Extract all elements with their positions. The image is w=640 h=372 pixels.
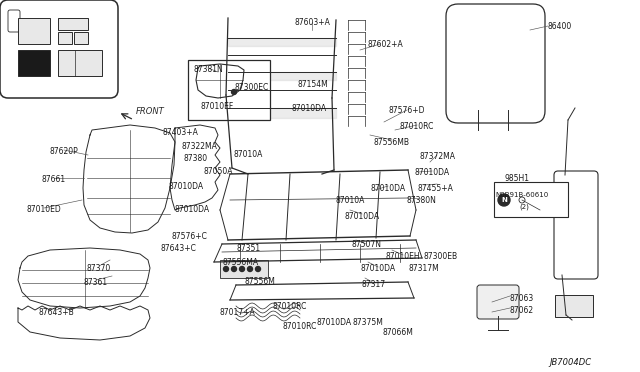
Text: 87556MB: 87556MB: [374, 138, 410, 147]
FancyBboxPatch shape: [8, 10, 20, 32]
Circle shape: [232, 266, 237, 272]
FancyBboxPatch shape: [446, 4, 545, 123]
Text: 87010DA: 87010DA: [371, 184, 406, 193]
FancyBboxPatch shape: [554, 171, 598, 279]
Text: 87010DA: 87010DA: [415, 168, 449, 177]
Circle shape: [239, 266, 244, 272]
Bar: [555, 295, 593, 317]
Text: 87351: 87351: [237, 244, 261, 253]
Circle shape: [255, 266, 260, 272]
Text: 87317: 87317: [362, 280, 386, 289]
Text: 87010ED: 87010ED: [27, 205, 61, 214]
Circle shape: [498, 194, 510, 206]
Text: 87380N: 87380N: [406, 196, 436, 205]
Text: 87010DA: 87010DA: [360, 264, 396, 273]
Text: FRONT: FRONT: [136, 108, 164, 116]
Text: 87017+A: 87017+A: [219, 308, 255, 317]
Text: 87370: 87370: [87, 264, 111, 273]
Circle shape: [223, 266, 228, 272]
Text: 87403+A: 87403+A: [162, 128, 198, 137]
FancyBboxPatch shape: [477, 285, 519, 319]
Bar: [58, 18, 88, 30]
Text: 87010DA: 87010DA: [175, 205, 209, 214]
Text: 87455+A: 87455+A: [417, 184, 453, 193]
FancyBboxPatch shape: [0, 0, 118, 98]
Text: 87154M: 87154M: [298, 80, 329, 89]
Text: 87620P: 87620P: [50, 147, 78, 156]
Text: 87010A: 87010A: [234, 150, 262, 159]
Text: 87576+C: 87576+C: [171, 232, 207, 241]
Text: 87062: 87062: [510, 306, 534, 315]
Text: 87602+A: 87602+A: [367, 40, 403, 49]
Text: 87010DA: 87010DA: [344, 212, 380, 221]
Text: (2): (2): [519, 204, 529, 211]
Text: 87010RC: 87010RC: [273, 302, 307, 311]
Text: 87556M: 87556M: [244, 277, 275, 286]
Text: 87066M: 87066M: [383, 328, 413, 337]
Text: 87603+A: 87603+A: [294, 18, 330, 27]
Text: 87507N: 87507N: [351, 240, 381, 249]
Text: 87375M: 87375M: [353, 318, 383, 327]
Circle shape: [248, 266, 253, 272]
Text: 87576+D: 87576+D: [388, 106, 425, 115]
Text: 87322MA: 87322MA: [181, 142, 217, 151]
Bar: [18, 18, 50, 44]
Bar: [220, 260, 268, 278]
Text: 86400: 86400: [548, 22, 572, 31]
Text: 87010A: 87010A: [335, 196, 365, 205]
Text: 87010EF: 87010EF: [200, 102, 234, 111]
Text: JB7004DC: JB7004DC: [550, 358, 592, 367]
Text: 87317M: 87317M: [408, 264, 440, 273]
Text: 87300EB: 87300EB: [424, 252, 458, 261]
Bar: [58, 32, 72, 44]
Text: 87380: 87380: [184, 154, 208, 163]
Text: N0B91B-60610: N0B91B-60610: [495, 192, 548, 198]
Text: 87661: 87661: [42, 175, 66, 184]
Bar: [494, 182, 568, 217]
Text: 87063: 87063: [510, 294, 534, 303]
Text: 87556MA: 87556MA: [223, 258, 259, 267]
Text: 87361: 87361: [84, 278, 108, 287]
Bar: [188, 60, 270, 120]
Text: 87643+C: 87643+C: [160, 244, 196, 253]
Text: N: N: [501, 197, 507, 203]
Text: 87010DA: 87010DA: [292, 104, 327, 113]
Bar: [18, 50, 50, 76]
Text: 87010DA: 87010DA: [316, 318, 351, 327]
Bar: [58, 50, 102, 76]
Text: 87010RC: 87010RC: [400, 122, 434, 131]
Circle shape: [232, 90, 237, 94]
Text: 87300EC: 87300EC: [235, 83, 269, 92]
Text: 87050A: 87050A: [204, 167, 233, 176]
Text: 87010EH: 87010EH: [386, 252, 420, 261]
Text: 87643+B: 87643+B: [38, 308, 74, 317]
Text: 87372MA: 87372MA: [419, 152, 455, 161]
Bar: [74, 32, 88, 44]
Text: 87010RC: 87010RC: [283, 322, 317, 331]
Text: 985H1: 985H1: [504, 174, 529, 183]
Text: 87381N: 87381N: [193, 65, 223, 74]
Text: 87010DA: 87010DA: [168, 182, 204, 191]
